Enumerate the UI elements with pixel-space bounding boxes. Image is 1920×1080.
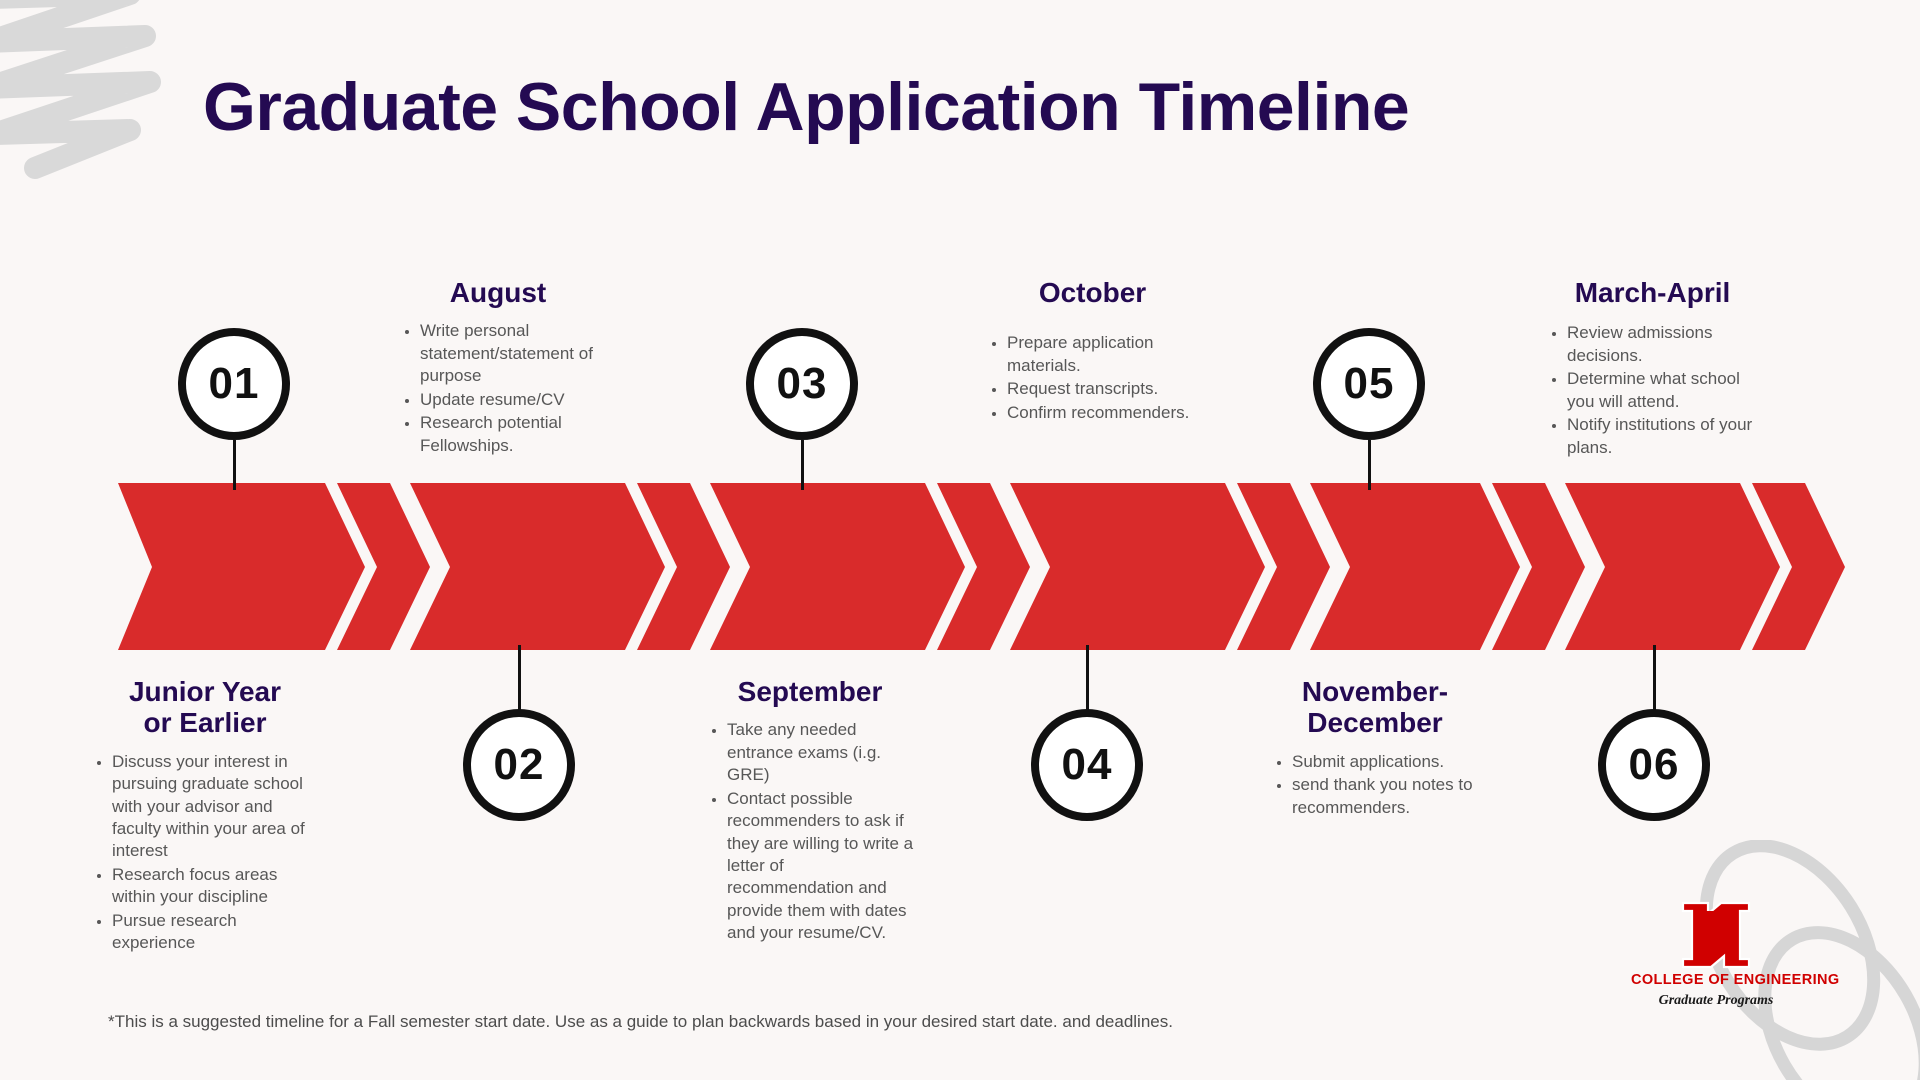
step-heading-02: August xyxy=(449,277,547,308)
step-heading-05-line1: November- xyxy=(1301,676,1449,707)
list-item: Submit applications. xyxy=(1292,751,1480,773)
step-block-02: August Write personal statement/statemen… xyxy=(398,277,598,458)
step-number-01: 01 xyxy=(208,359,260,408)
scribble-decoration-icon xyxy=(0,0,161,179)
list-item: Research potential Fellowships. xyxy=(420,412,598,457)
logo-sub-label: Graduate Programs xyxy=(1658,993,1774,1008)
step-block-06: March-April Review admissions decisions.… xyxy=(1545,277,1760,460)
step-list-03: Take any needed entrance exams (i.g. GRE… xyxy=(705,719,915,944)
step-heading-01: Junior Year or Earlier xyxy=(90,676,320,739)
step-number-02: 02 xyxy=(493,740,545,789)
list-item: Research focus areas within your discipl… xyxy=(112,864,320,909)
list-item: Contact possible recommenders to ask if … xyxy=(727,788,915,945)
step-number-06: 06 xyxy=(1628,740,1680,789)
step-marker-04[interactable]: 04 xyxy=(1031,709,1143,821)
step-list-01: Discuss your interest in pursuing gradua… xyxy=(90,751,320,955)
list-item: Take any needed entrance exams (i.g. GRE… xyxy=(727,719,915,786)
list-item: Discuss your interest in pursuing gradua… xyxy=(112,751,320,863)
step-heading-01-line2: or Earlier xyxy=(143,707,267,739)
logo-org-label: COLLEGE OF ENGINEERING xyxy=(1631,972,1840,988)
connector-stem-05 xyxy=(1368,440,1371,490)
list-item: Update resume/CV xyxy=(420,389,598,411)
step-heading-05-line2: December xyxy=(1307,707,1443,739)
step-list-04: Prepare application materials. Request t… xyxy=(985,332,1200,424)
step-marker-05[interactable]: 05 xyxy=(1313,328,1425,440)
step-marker-03[interactable]: 03 xyxy=(746,328,858,440)
step-list-02: Write personal statement/statement of pu… xyxy=(398,320,598,457)
nebraska-n-icon xyxy=(1681,901,1751,969)
step-heading-01-line1: Junior Year xyxy=(128,676,281,707)
list-item: Pursue research experience xyxy=(112,910,320,955)
connector-stem-01 xyxy=(233,440,236,490)
step-block-03: September Take any needed entrance exams… xyxy=(705,676,915,946)
list-item: Determine what school you will attend. xyxy=(1567,368,1760,413)
step-number-05: 05 xyxy=(1343,359,1395,408)
list-item: Request transcripts. xyxy=(1007,378,1200,400)
list-item: Notify institutions of your plans. xyxy=(1567,414,1760,459)
step-block-04: October Prepare application materials. R… xyxy=(985,277,1200,425)
step-heading-04: October xyxy=(1038,277,1147,308)
step-marker-06[interactable]: 06 xyxy=(1598,709,1710,821)
list-item: send thank you notes to recommenders. xyxy=(1292,774,1480,819)
list-item: Prepare application materials. xyxy=(1007,332,1200,377)
connector-stem-06 xyxy=(1653,645,1656,710)
step-block-01: Junior Year or Earlier Discuss your inte… xyxy=(90,676,320,956)
nebraska-engineering-logo: COLLEGE OF ENGINEERING Graduate Programs xyxy=(1631,900,1840,1009)
step-heading-03: September xyxy=(737,676,883,707)
step-heading-05: November- December xyxy=(1270,676,1480,739)
timeline-arrow-band xyxy=(118,483,1845,650)
list-item: Write personal statement/statement of pu… xyxy=(420,320,598,387)
step-list-05: Submit applications. send thank you note… xyxy=(1270,751,1480,819)
step-number-04: 04 xyxy=(1061,740,1113,789)
step-list-06: Review admissions decisions. Determine w… xyxy=(1545,322,1760,459)
list-item: Confirm recommenders. xyxy=(1007,402,1200,424)
list-item: Review admissions decisions. xyxy=(1567,322,1760,367)
connector-stem-03 xyxy=(801,440,804,490)
step-marker-01[interactable]: 01 xyxy=(178,328,290,440)
connector-stem-04 xyxy=(1086,645,1089,710)
connector-stem-02 xyxy=(518,645,521,710)
footnote: *This is a suggested timeline for a Fall… xyxy=(108,1012,1173,1031)
step-heading-06: March-April xyxy=(1574,277,1731,308)
step-number-03: 03 xyxy=(776,359,828,408)
step-marker-02[interactable]: 02 xyxy=(463,709,575,821)
page-title: Graduate School Application Timeline xyxy=(203,69,1410,145)
step-block-05: November- December Submit applications. … xyxy=(1270,676,1480,820)
